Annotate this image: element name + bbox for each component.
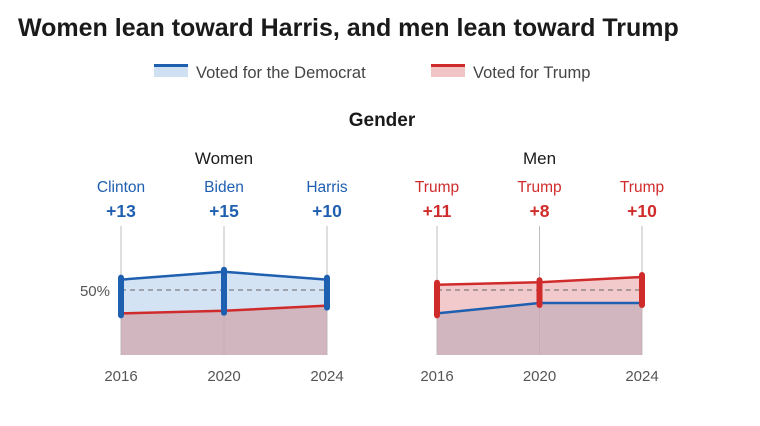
men-x-tick-2016: 2016: [420, 368, 453, 385]
women-x-tick-2024: 2024: [310, 368, 343, 385]
legend-trump-label: Voted for Trump: [473, 64, 590, 82]
legend: Voted for the Democrat Voted for Trump: [154, 64, 590, 82]
men-x-tick-2020: 2020: [523, 368, 556, 385]
men-winner-name-2016: Trump: [415, 179, 459, 196]
men-winner-name-2024: Trump: [620, 179, 664, 196]
reference-label: 50%: [80, 283, 110, 300]
women-x-tick-2020: 2020: [207, 368, 240, 385]
men-winner-margin-2024: +10: [627, 201, 657, 221]
women-panel: Women Clinton +13 Biden +15 Harris +10 2016 2020…: [97, 149, 348, 385]
women-winner-name-2016: Clinton: [97, 179, 145, 196]
men-lower-area: [437, 303, 642, 355]
women-winner-margin-2020: +15: [209, 201, 239, 221]
women-winner-margin-2024: +10: [312, 201, 342, 221]
women-lower-area: [121, 305, 327, 355]
men-panel: Men Trump +11 Trump +8 Trump +10 2016 2020 2024: [415, 149, 664, 385]
men-winner-margin-2020: +8: [530, 201, 550, 221]
women-x-tick-2016: 2016: [104, 368, 137, 385]
men-winner-margin-2016: +11: [423, 201, 452, 221]
men-x-tick-2024: 2024: [625, 368, 658, 385]
women-winner-name-2024: Harris: [306, 179, 348, 196]
legend-democrat-swatch: [154, 64, 188, 77]
legend-trump-swatch: [431, 64, 465, 77]
women-winner-name-2020: Biden: [204, 179, 244, 196]
men-panel-title: Men: [523, 149, 556, 168]
men-winner-name-2020: Trump: [517, 179, 561, 196]
legend-democrat-label: Voted for the Democrat: [196, 64, 366, 82]
women-panel-title: Women: [195, 149, 253, 168]
chart-title: Women lean toward Harris, and men lean t…: [18, 14, 679, 42]
women-winner-margin-2016: +13: [106, 201, 136, 221]
section-title: Gender: [349, 110, 416, 131]
